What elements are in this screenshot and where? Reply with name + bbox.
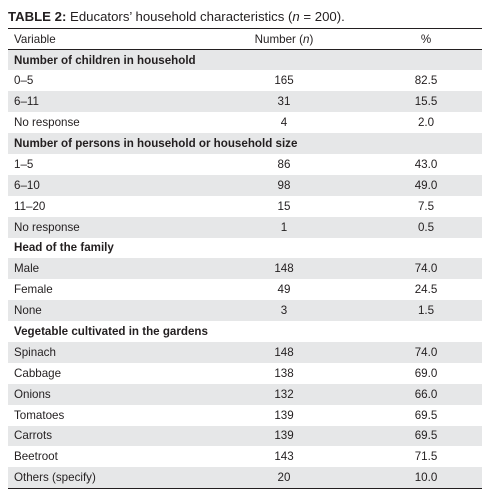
row-percent: 2.0: [417, 116, 435, 130]
row-label: Spinach: [8, 341, 198, 363]
row-percent: 69.5: [414, 408, 438, 422]
section-percent-empty: [370, 133, 482, 154]
row-label: 0–5: [14, 74, 34, 88]
table-row: Male 148 74.0: [8, 258, 482, 280]
section-percent-empty: [370, 49, 482, 71]
row-number: 148: [198, 341, 370, 363]
row-label: 6–10: [8, 174, 198, 196]
row-percent: 10.0: [370, 467, 482, 489]
row-number: 4: [280, 116, 288, 130]
row-percent: 49.0: [370, 174, 482, 196]
row-percent: 82.5: [414, 74, 438, 88]
row-number: 143: [274, 450, 294, 464]
row-number: 86: [277, 157, 291, 171]
row-percent: 69.5: [370, 425, 482, 447]
row-label: No response: [8, 216, 198, 238]
row-percent: 0.5: [370, 216, 482, 238]
section-title: Number of children in household: [8, 49, 198, 71]
row-percent: 24.5: [414, 283, 438, 297]
table-row: Others (specify) 20 10.0: [8, 467, 482, 489]
header-variable: Variable: [8, 28, 198, 50]
row-label: Cabbage: [14, 366, 62, 380]
section-row: Vegetable cultivated in the gardens: [8, 321, 482, 342]
row-number: 139: [198, 425, 370, 447]
row-number: 98: [198, 174, 370, 196]
row-percent: 69.0: [414, 366, 438, 380]
table-caption: TABLE 2: Educators’ household characteri…: [8, 7, 482, 28]
row-number: 20: [198, 467, 370, 489]
row-number: 1: [198, 216, 370, 238]
row-percent: 1.5: [370, 300, 482, 322]
row-label: Others (specify): [8, 467, 198, 489]
caption-text-end: = 200).: [299, 9, 345, 24]
row-percent: 15.5: [370, 91, 482, 113]
caption-n-symbol: n: [292, 9, 300, 24]
row-label: None: [8, 300, 198, 322]
row-label: No response: [14, 116, 80, 130]
row-number: 49: [277, 283, 291, 297]
row-percent: 74.0: [370, 341, 482, 363]
table-row: Beetroot 143 71.5: [8, 446, 482, 467]
row-number: 165: [274, 74, 294, 88]
row-number: 139: [274, 408, 294, 422]
header-row: Variable Number (n) %: [8, 28, 482, 50]
table-row: No response 4 2.0: [8, 112, 482, 133]
table-container: TABLE 2: Educators’ household characteri…: [8, 0, 482, 489]
section-percent-empty: [370, 321, 482, 342]
header-percent: %: [370, 28, 482, 50]
row-label: 1–5: [14, 157, 34, 171]
table-row: None 3 1.5: [8, 300, 482, 322]
table-row: Onions 132 66.0: [8, 383, 482, 405]
section-number-empty: [198, 133, 370, 154]
row-label: Carrots: [8, 425, 198, 447]
header-number-suffix: ): [309, 32, 314, 46]
row-label: Tomatoes: [14, 408, 65, 422]
header-number-prefix: Number (: [254, 32, 303, 46]
table-row: 6–10 98 49.0: [8, 174, 482, 196]
section-title: Head of the family: [14, 241, 114, 255]
row-number: 138: [274, 366, 294, 380]
section-number-empty: [198, 321, 370, 342]
caption-text: Educators’ household characteristics (: [66, 9, 293, 24]
row-percent: 74.0: [370, 258, 482, 280]
table-row: Female 49 24.5: [8, 279, 482, 300]
header-number-symbol: n: [303, 32, 310, 46]
section-title: Number of persons in household or househ…: [8, 133, 297, 154]
row-percent: 66.0: [370, 383, 482, 405]
row-label: Male: [8, 258, 198, 280]
caption-label: TABLE 2:: [8, 9, 67, 24]
household-characteristics-table: Variable Number (n) % Number of children…: [8, 28, 482, 489]
section-title: Vegetable cultivated in the gardens: [14, 325, 208, 339]
row-label: 6–11: [8, 91, 198, 113]
row-percent: 43.0: [414, 157, 438, 171]
table-body: Number of children in household 0–5 165 82.…: [8, 49, 482, 489]
row-number: 148: [198, 258, 370, 280]
table-row: Carrots 139 69.5: [8, 425, 482, 447]
section-row: Number of children in household: [8, 49, 482, 71]
table-row: 0–5 165 82.5: [8, 70, 482, 91]
section-row: Head of the family: [8, 238, 482, 259]
row-number: 15: [277, 199, 291, 213]
table-row: 6–11 31 15.5: [8, 91, 482, 113]
row-percent: 71.5: [414, 450, 438, 464]
table-row: 11–20 15 7.5: [8, 196, 482, 217]
row-label: Beetroot: [14, 450, 58, 464]
row-number: 31: [198, 91, 370, 113]
section-number-empty: [198, 238, 370, 259]
section-row: Number of persons in household or househ…: [8, 133, 482, 154]
table-row: Spinach 148 74.0: [8, 341, 482, 363]
table-row: No response 1 0.5: [8, 216, 482, 238]
row-label: Female: [14, 283, 53, 297]
row-number: 3: [198, 300, 370, 322]
header-number: Number (n): [198, 28, 370, 50]
table-row: 1–5 86 43.0: [8, 154, 482, 175]
section-number-empty: [198, 49, 370, 71]
row-label: 11–20: [14, 199, 46, 213]
table-row: Tomatoes 139 69.5: [8, 405, 482, 426]
row-label: Onions: [8, 383, 198, 405]
row-percent: 7.5: [417, 199, 435, 213]
row-number: 132: [198, 383, 370, 405]
table-row: Cabbage 138 69.0: [8, 363, 482, 384]
section-percent-empty: [370, 238, 482, 259]
